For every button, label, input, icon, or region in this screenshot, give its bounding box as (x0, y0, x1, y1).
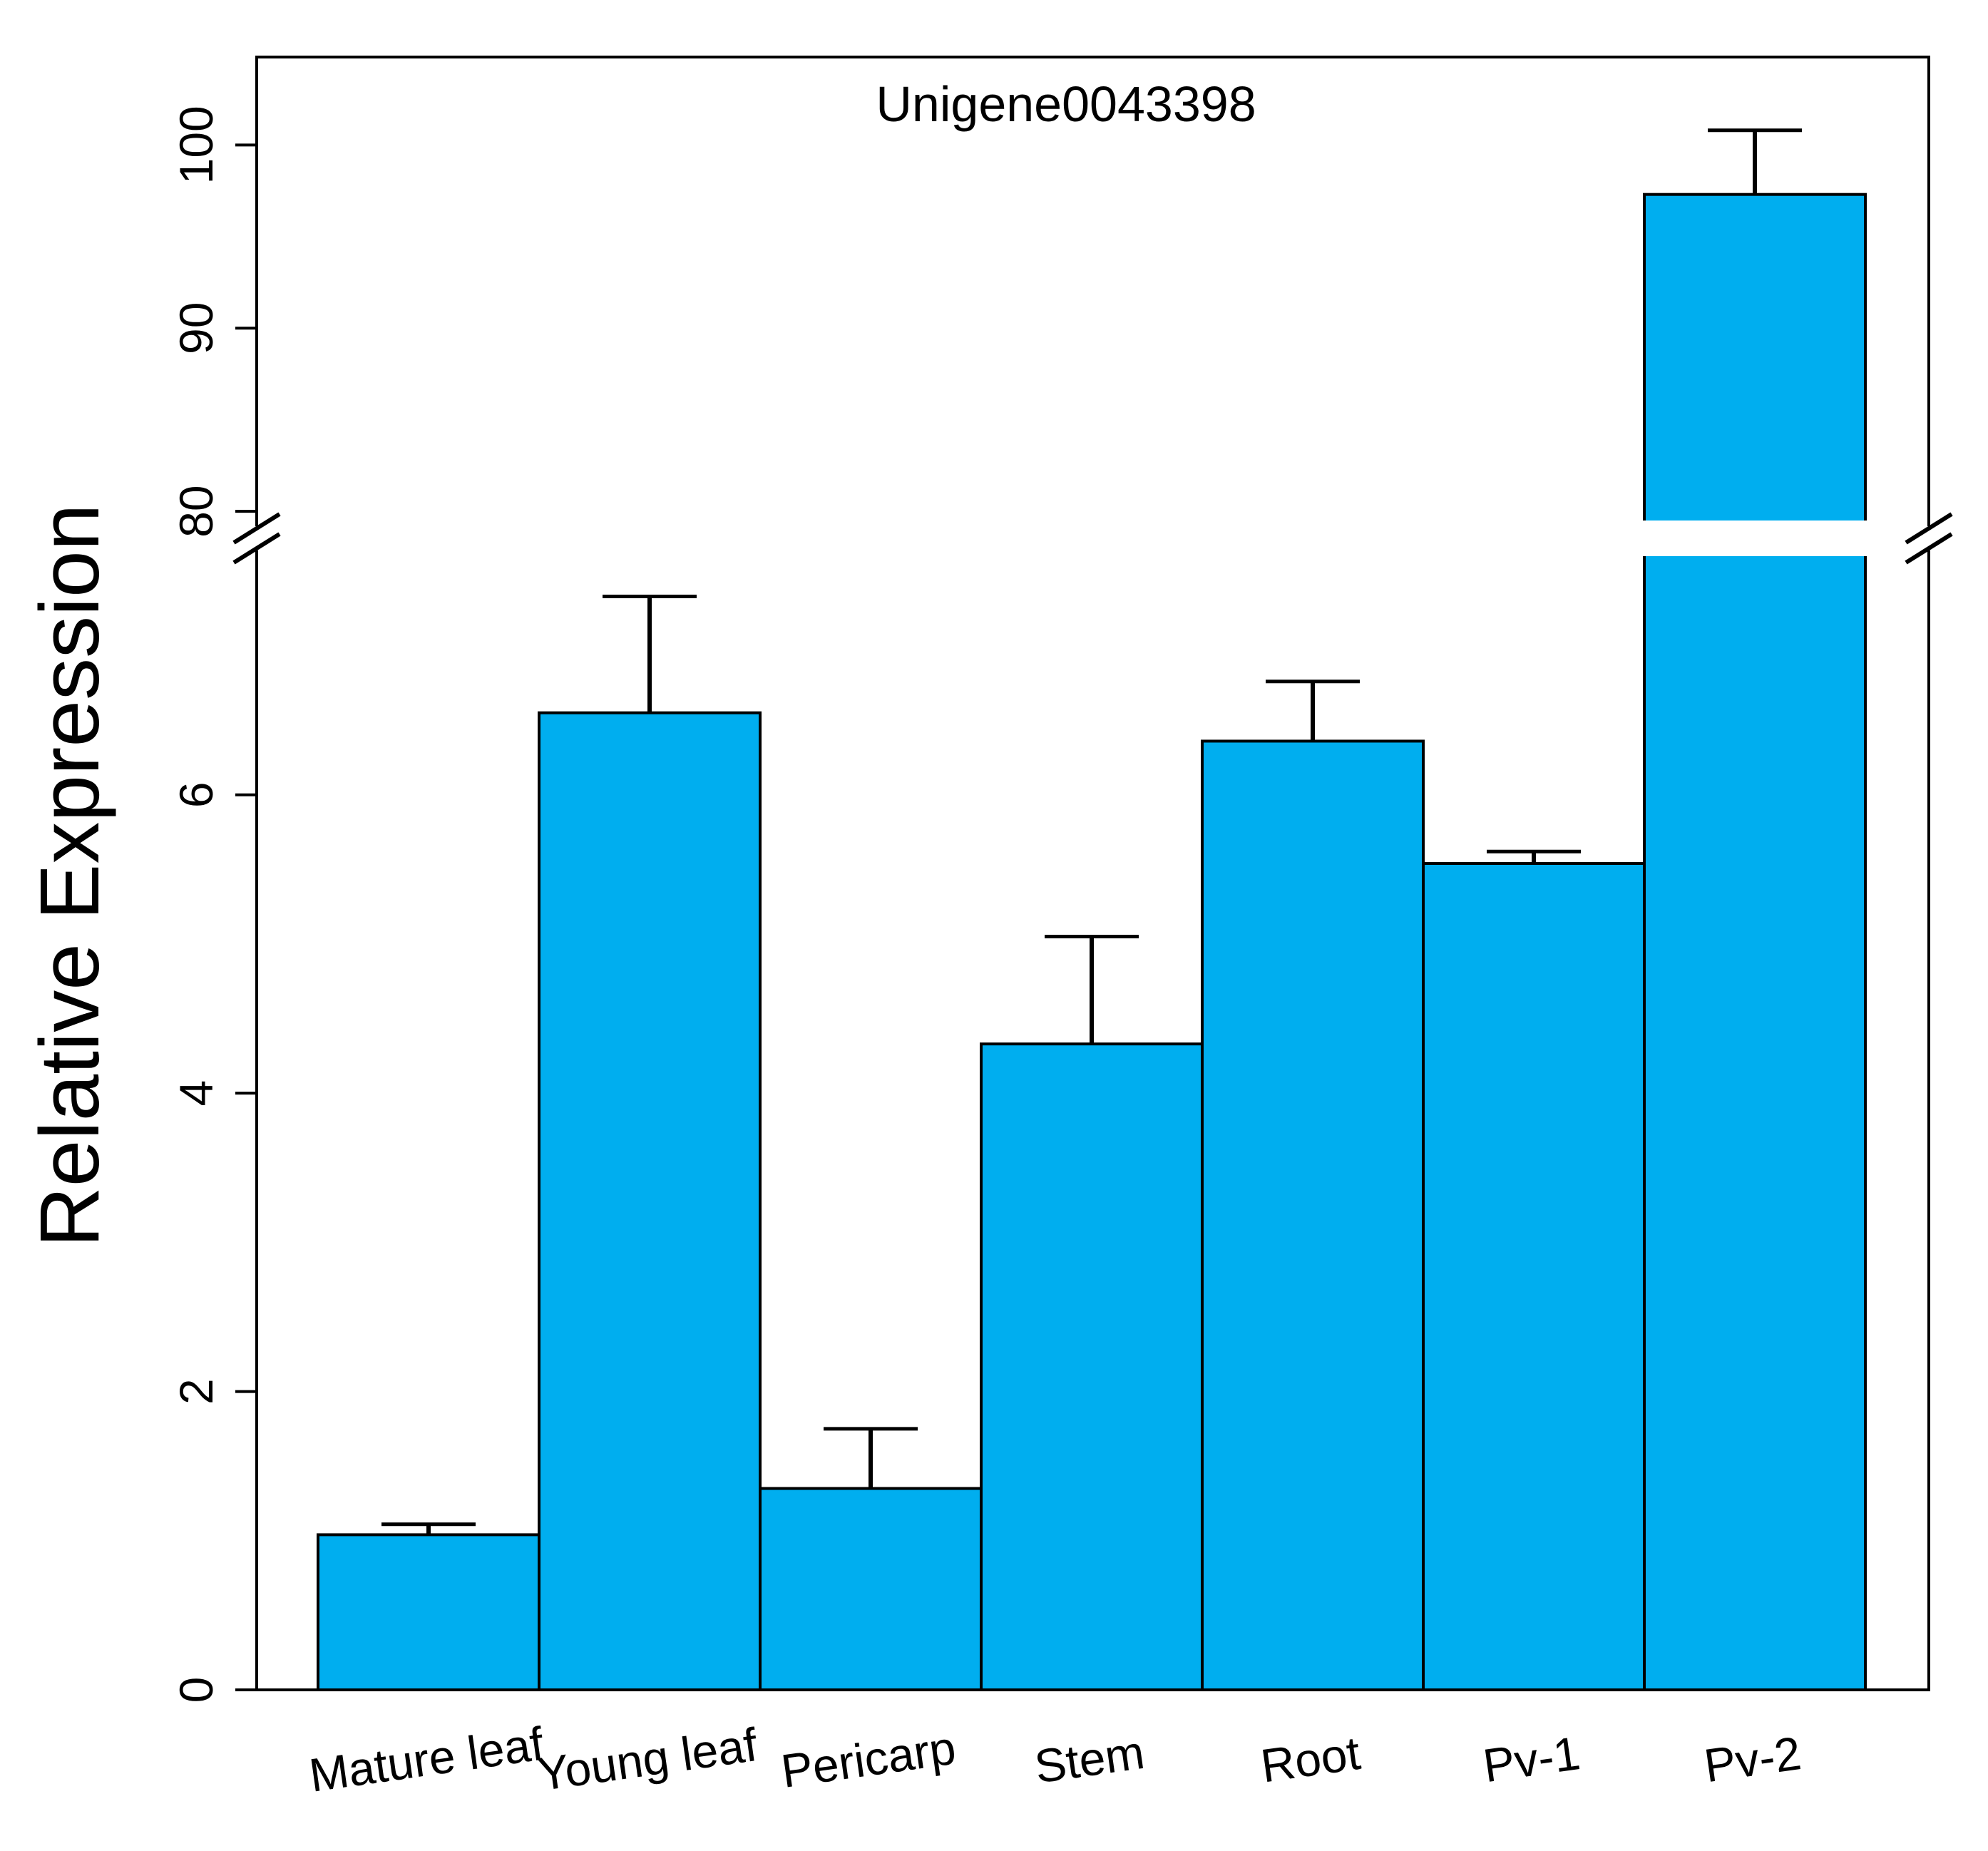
x-tick-label: Pericarp (778, 1721, 959, 1797)
axis-break-gap (1640, 521, 1870, 556)
axis-break-marks (232, 512, 1953, 565)
y-tick-label: 90 (170, 302, 222, 354)
y-tick-label: 100 (170, 106, 222, 184)
x-tick-label: Pv-2 (1701, 1726, 1804, 1792)
bar-break-gap (1640, 521, 1870, 556)
y-axis-ticks: 0 2 4 6 80 90 100 (170, 106, 257, 1703)
left-break-mark (232, 532, 281, 565)
bar-mature-leaf (317, 1533, 540, 1692)
y-tick-label: 80 (170, 485, 222, 537)
y-tick-label: 2 (170, 1378, 222, 1405)
right-break-mark (1905, 512, 1953, 545)
y-tick-label: 6 (170, 781, 222, 808)
x-tick-label: Pv-1 (1480, 1726, 1583, 1792)
x-tick-label: Stem (1031, 1726, 1147, 1793)
y-axis-label: Relative Expression (23, 504, 117, 1248)
x-tick-label: Root (1258, 1726, 1363, 1793)
y-tick-label: 4 (170, 1080, 222, 1107)
x-tick-label: Mature leaf (306, 1717, 547, 1802)
bars-layer (317, 193, 1867, 1692)
bar-pv-2 (1643, 193, 1867, 1691)
plot-frame (255, 56, 1930, 1691)
right-break-mark (1905, 532, 1953, 565)
bar-root (1201, 739, 1425, 1691)
y-tick-label: 0 (170, 1677, 222, 1703)
left-break-mark (232, 512, 281, 545)
bar-pericarp (759, 1487, 983, 1691)
bar-pv-1 (1422, 861, 1646, 1691)
bar-young-leaf (538, 711, 762, 1692)
bar-stem (980, 1042, 1204, 1691)
error-bars-layer (381, 128, 1802, 1535)
chart-title: Unigene0043398 (876, 76, 1256, 132)
x-tick-label: Young leaf (534, 1718, 760, 1800)
